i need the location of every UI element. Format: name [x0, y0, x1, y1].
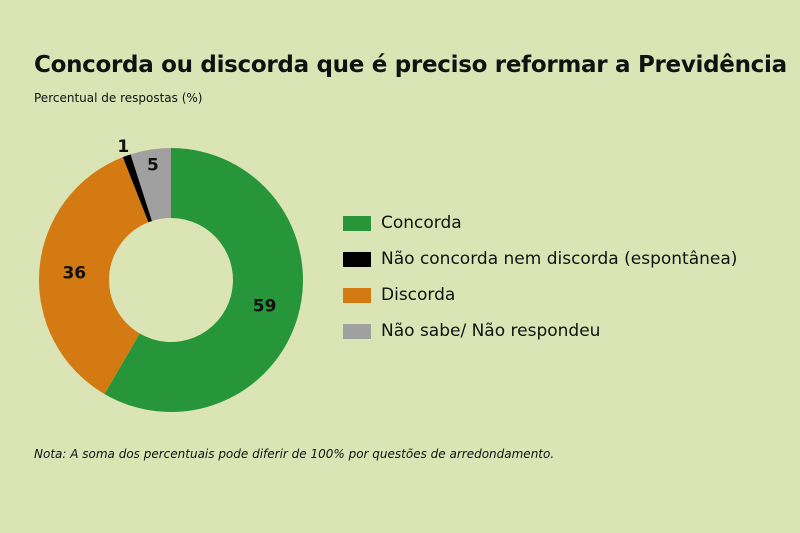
data-label-3: 5 — [147, 155, 159, 175]
data-label-1: 36 — [62, 263, 86, 283]
legend-swatch — [343, 323, 371, 339]
legend-item: Concorda — [343, 205, 737, 241]
slice-3 — [130, 148, 171, 221]
legend-swatch — [343, 287, 371, 303]
legend-label: Discorda — [381, 285, 456, 305]
legend-item: Discorda — [343, 277, 737, 313]
chart-note: Nota: A soma dos percentuais pode diferi… — [34, 447, 555, 461]
legend-swatch — [343, 215, 371, 231]
legend-label: Não sabe/ Não respondeu — [381, 321, 601, 341]
legend-item: Não concorda nem discorda (espontânea) — [343, 241, 737, 277]
legend-item: Não sabe/ Não respondeu — [343, 313, 737, 349]
slice-2 — [122, 154, 153, 223]
legend-label: Concorda — [381, 213, 462, 233]
data-label-0: 59 — [253, 296, 277, 316]
slice-0 — [104, 148, 303, 412]
legend: Concorda Não concorda nem discorda (espon… — [343, 205, 737, 349]
legend-label: Não concorda nem discorda (espontânea) — [381, 249, 738, 269]
legend-swatch — [343, 251, 371, 267]
slice-1 — [39, 157, 149, 394]
data-label-2: 1 — [117, 137, 129, 157]
chart-title: Concorda ou discorda que é preciso refor… — [34, 52, 787, 78]
chart-subtitle: Percentual de respostas (%) — [34, 91, 203, 105]
